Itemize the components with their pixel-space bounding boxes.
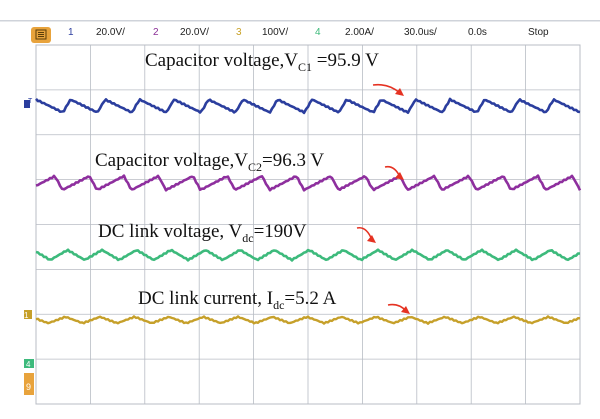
trace-vdc [35,248,580,262]
traces [35,97,582,325]
annotation-idc: DC link current, Idc=5.2 A [138,288,337,312]
run-stop-state[interactable]: Stop [528,27,549,38]
ch4-scale[interactable]: 2.00A/ [345,27,374,38]
ch1-marker-label: T [28,98,33,105]
arrow-vdc [356,226,376,243]
annotations: Capacitor voltage,VC1 =95.9 V Capacitor … [95,50,379,312]
ch1-number[interactable]: 1 [68,27,74,38]
pointer-arrows [356,83,410,314]
channel-markers: T 1 4 9 [24,98,34,395]
ch4-number[interactable]: 4 [315,27,321,38]
ch4-marker-label: 4 [26,360,31,369]
ch2-number[interactable]: 2 [153,27,159,38]
graticule [35,44,581,405]
arrow-vc1 [372,83,404,96]
status-bar: 1 20.0V/ 2 20.0V/ 3 100V/ 4 2.00A/ 30.0u… [0,20,600,43]
arrow-vc2 [384,165,404,180]
annotation-vc2: Capacitor voltage,VC2=96.3 V [95,150,324,174]
ch3-marker-label: 1 [24,311,29,320]
arrow-idc [387,303,410,314]
footer-marker-label: 9 [26,382,31,392]
menu-icon [35,29,47,40]
timebase[interactable]: 30.0us/ [404,27,437,38]
ch3-scale[interactable]: 100V/ [262,27,288,38]
ch1-scale[interactable]: 20.0V/ [96,27,125,38]
trigger-delay[interactable]: 0.0s [468,27,487,38]
trace-vc1 [35,97,581,115]
ch3-number[interactable]: 3 [236,27,242,38]
trace-vc2 [35,174,582,192]
annotation-vc1: Capacitor voltage,VC1 =95.9 V [145,50,379,74]
trace-idc [35,315,581,325]
annotation-vdc: DC link voltage, Vdc=190V [98,221,307,245]
ch2-scale[interactable]: 20.0V/ [180,27,209,38]
